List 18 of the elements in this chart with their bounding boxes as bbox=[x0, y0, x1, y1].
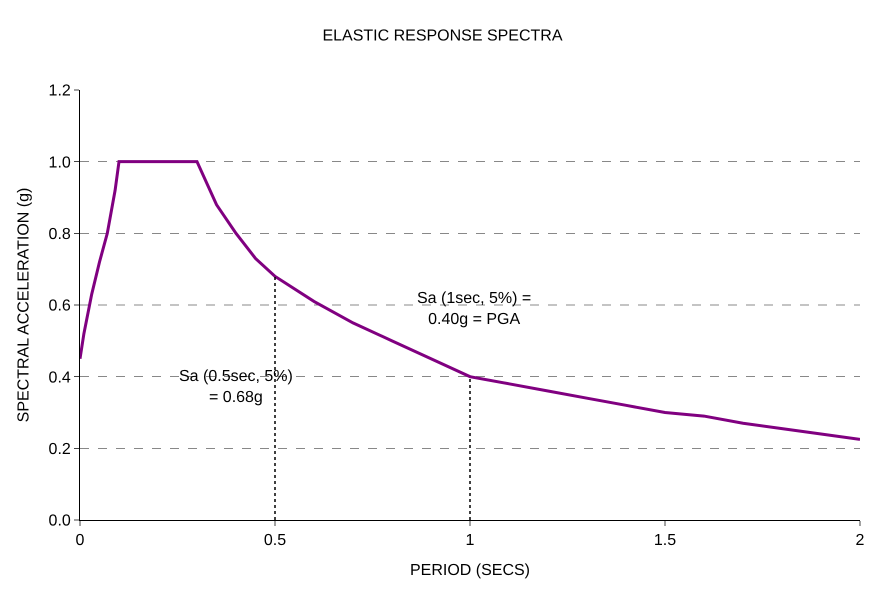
x-axis-title: PERIOD (SECS) bbox=[410, 562, 530, 579]
x-tick-label: 1 bbox=[466, 532, 475, 550]
y-tick-label: 1.2 bbox=[48, 82, 71, 100]
y-tick-label: 0.6 bbox=[48, 298, 71, 315]
y-tick-label: 0.2 bbox=[48, 440, 71, 458]
x-tick-label: 1.5 bbox=[654, 532, 676, 550]
annotation: Sa (0.5sec, 5%) = 0.68g bbox=[179, 368, 293, 406]
x-tick-label: 0.5 bbox=[264, 532, 286, 550]
y-tick-label: 1.0 bbox=[48, 154, 71, 172]
annotation: Sa (1sec, 5%) = 0.40g = PGA bbox=[417, 290, 532, 328]
y-tick-label: 0.8 bbox=[48, 226, 71, 243]
y-axis-title: SPECTRAL ACCELERATION (g) bbox=[15, 188, 32, 422]
x-tick-label: 0 bbox=[76, 532, 85, 550]
y-tick-label: 0.4 bbox=[48, 369, 71, 386]
y-tick-label: 0.0 bbox=[48, 512, 71, 530]
line-series bbox=[80, 160, 860, 441]
chart-title: ELASTIC RESPONSE SPECTRA bbox=[322, 28, 563, 45]
x-tick-label: 2 bbox=[856, 532, 865, 550]
